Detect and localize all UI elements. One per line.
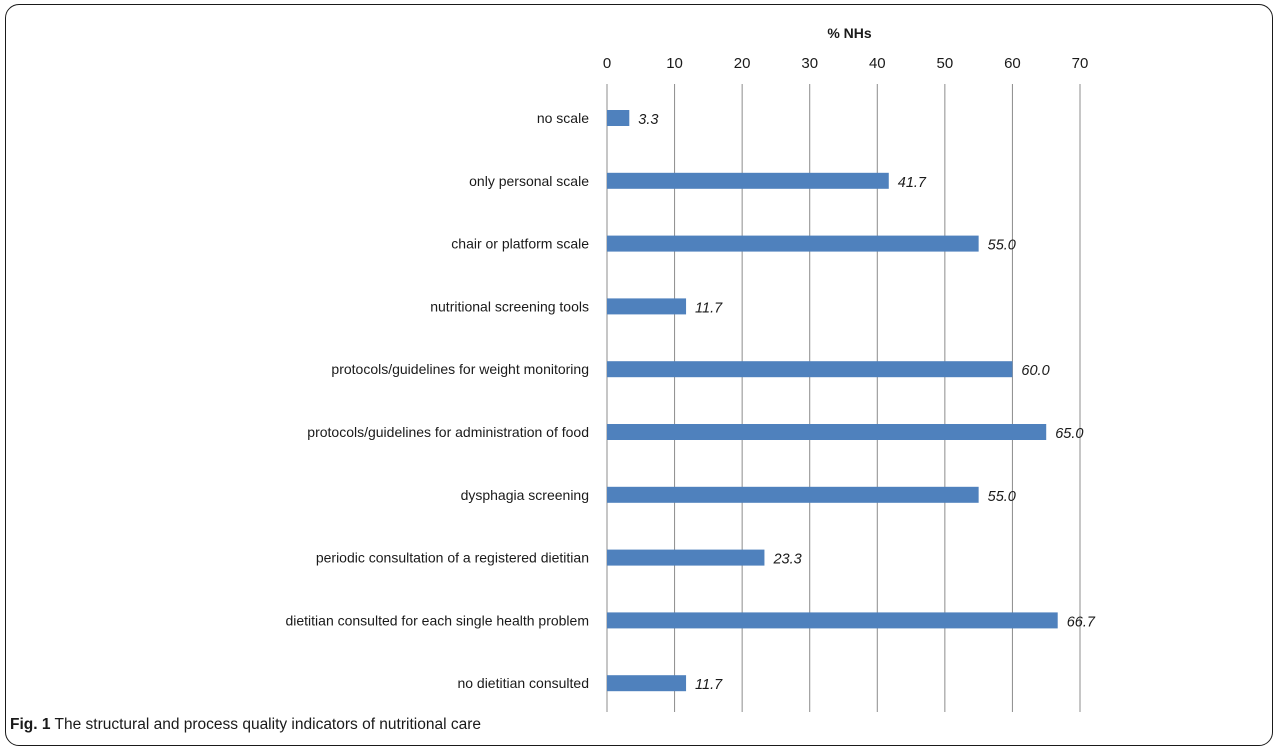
value-labels: 3.3 41.7 55.0 11.7 60.0 65.0 55.0 23.3 66.7 11.7 bbox=[638, 112, 1096, 693]
x-axis-title: % NHs bbox=[827, 25, 872, 41]
value-label: 66.7 bbox=[1067, 614, 1096, 630]
caption-text: The structural and process quality indic… bbox=[54, 716, 481, 733]
category-label: no dietitian consulted bbox=[457, 675, 589, 691]
x-tick-label: 70 bbox=[1072, 55, 1089, 72]
category-label: protocols/guidelines for weight monitori… bbox=[331, 361, 589, 377]
x-tick-label: 20 bbox=[734, 55, 751, 72]
category-label: nutritional screening tools bbox=[430, 298, 589, 314]
x-axis-ticks: 0 10 20 30 40 50 60 70 bbox=[603, 55, 1089, 72]
x-tick-label: 60 bbox=[1004, 55, 1021, 72]
value-label: 11.7 bbox=[695, 300, 723, 316]
category-label: dysphagia screening bbox=[461, 487, 589, 503]
x-tick-label: 10 bbox=[666, 55, 683, 72]
bar bbox=[607, 172, 889, 189]
x-tick-label: 40 bbox=[869, 55, 886, 72]
value-label: 11.7 bbox=[695, 677, 723, 693]
value-label: 65.0 bbox=[1055, 426, 1083, 442]
value-label: 41.7 bbox=[898, 175, 927, 191]
x-tick-label: 50 bbox=[937, 55, 954, 72]
category-label: dietitian consulted for each single heal… bbox=[285, 612, 589, 628]
category-label: protocols/guidelines for administration … bbox=[307, 424, 589, 440]
category-label: no scale bbox=[537, 110, 589, 126]
value-label: 60.0 bbox=[1021, 363, 1049, 379]
bar bbox=[607, 612, 1058, 629]
bar bbox=[607, 424, 1047, 440]
category-label: chair or platform scale bbox=[451, 236, 589, 252]
figure-caption: Fig. 1 The structural and process qualit… bbox=[10, 716, 481, 734]
bar bbox=[607, 361, 1013, 378]
bars bbox=[607, 110, 1058, 692]
bar bbox=[607, 110, 630, 126]
bar bbox=[607, 549, 765, 566]
bar bbox=[607, 235, 979, 252]
category-label: periodic consultation of a registered di… bbox=[316, 550, 589, 566]
bar bbox=[607, 675, 687, 692]
x-tick-label: 30 bbox=[801, 55, 818, 72]
value-label: 3.3 bbox=[638, 112, 658, 128]
bar bbox=[607, 298, 687, 315]
value-label: 55.0 bbox=[988, 489, 1016, 505]
value-label: 23.3 bbox=[772, 552, 801, 568]
bar bbox=[607, 486, 979, 503]
category-labels: no scale only personal scale chair or plat… bbox=[285, 110, 589, 691]
value-label: 55.0 bbox=[988, 238, 1016, 254]
category-label: only personal scale bbox=[469, 173, 589, 189]
x-tick-label: 0 bbox=[603, 55, 611, 72]
figure-number: Fig. 1 bbox=[10, 716, 51, 733]
